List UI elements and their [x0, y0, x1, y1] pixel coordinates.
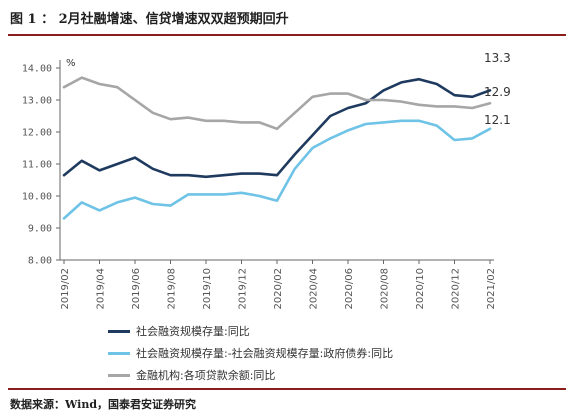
y-tick-label: 14.00: [22, 64, 52, 75]
source-note: 数据来源：Wind，国泰君安证券研究: [10, 398, 197, 411]
legend-swatch-3: [108, 373, 130, 377]
legend-item-2: 社会融资规模存量:-社会融资规模存量:政府债券:同比: [108, 342, 548, 364]
y-tick-label: 12.00: [22, 128, 52, 139]
legend-swatch-1: [108, 329, 130, 333]
x-tick-label: 2019/02: [60, 268, 71, 310]
x-tick-label: 2020/10: [415, 268, 426, 310]
y-tick-label: 11.00: [22, 160, 52, 171]
x-tick-label: 2020/02: [273, 268, 284, 310]
end-value-label-2: 12.9: [484, 85, 511, 99]
chart-legend: 社会融资规模存量:同比 社会融资规模存量:-社会融资规模存量:政府债券:同比 金…: [108, 320, 548, 386]
end-value-label-1: 13.3: [484, 51, 511, 65]
x-tick-label: 2020/06: [344, 268, 355, 310]
series-line-3: [62, 76, 492, 131]
series-line-1: [62, 77, 492, 179]
y-tick-label: 8.00: [28, 256, 52, 267]
legend-label-3: 金融机构:各项贷款余额:同比: [136, 369, 276, 382]
y-unit-label: %: [66, 58, 76, 69]
x-tick-label: 2019/12: [238, 268, 249, 310]
x-tick-label: 2019/10: [202, 268, 213, 310]
x-tick-label: 2020/12: [451, 268, 462, 310]
x-tick-label: 2021/02: [486, 268, 497, 310]
x-tick-label: 2019/04: [96, 268, 107, 310]
x-tick-label: 2019/08: [167, 268, 178, 310]
legend-item-3: 金融机构:各项贷款余额:同比: [108, 364, 548, 386]
source-rule: [8, 388, 566, 390]
x-tick-label: 2020/04: [309, 268, 320, 310]
legend-swatch-2: [108, 351, 130, 355]
y-tick-label: 10.00: [22, 192, 52, 203]
legend-label-1: 社会融资规模存量:同比: [136, 325, 250, 338]
figure-title: 图 1 ： 2月社融增速、信贷增速双双超预期回升: [10, 12, 289, 27]
y-tick-label: 9.00: [28, 224, 52, 235]
title-rule: [8, 34, 566, 36]
x-tick-label: 2020/08: [380, 268, 391, 310]
legend-label-2: 社会融资规模存量:-社会融资规模存量:政府债券:同比: [136, 347, 394, 360]
end-value-label-3: 12.1: [484, 113, 511, 127]
x-tick-label: 2019/06: [131, 268, 142, 310]
legend-item-1: 社会融资规模存量:同比: [108, 320, 548, 342]
y-tick-label: 13.00: [22, 96, 52, 107]
series-line-2: [62, 119, 492, 220]
